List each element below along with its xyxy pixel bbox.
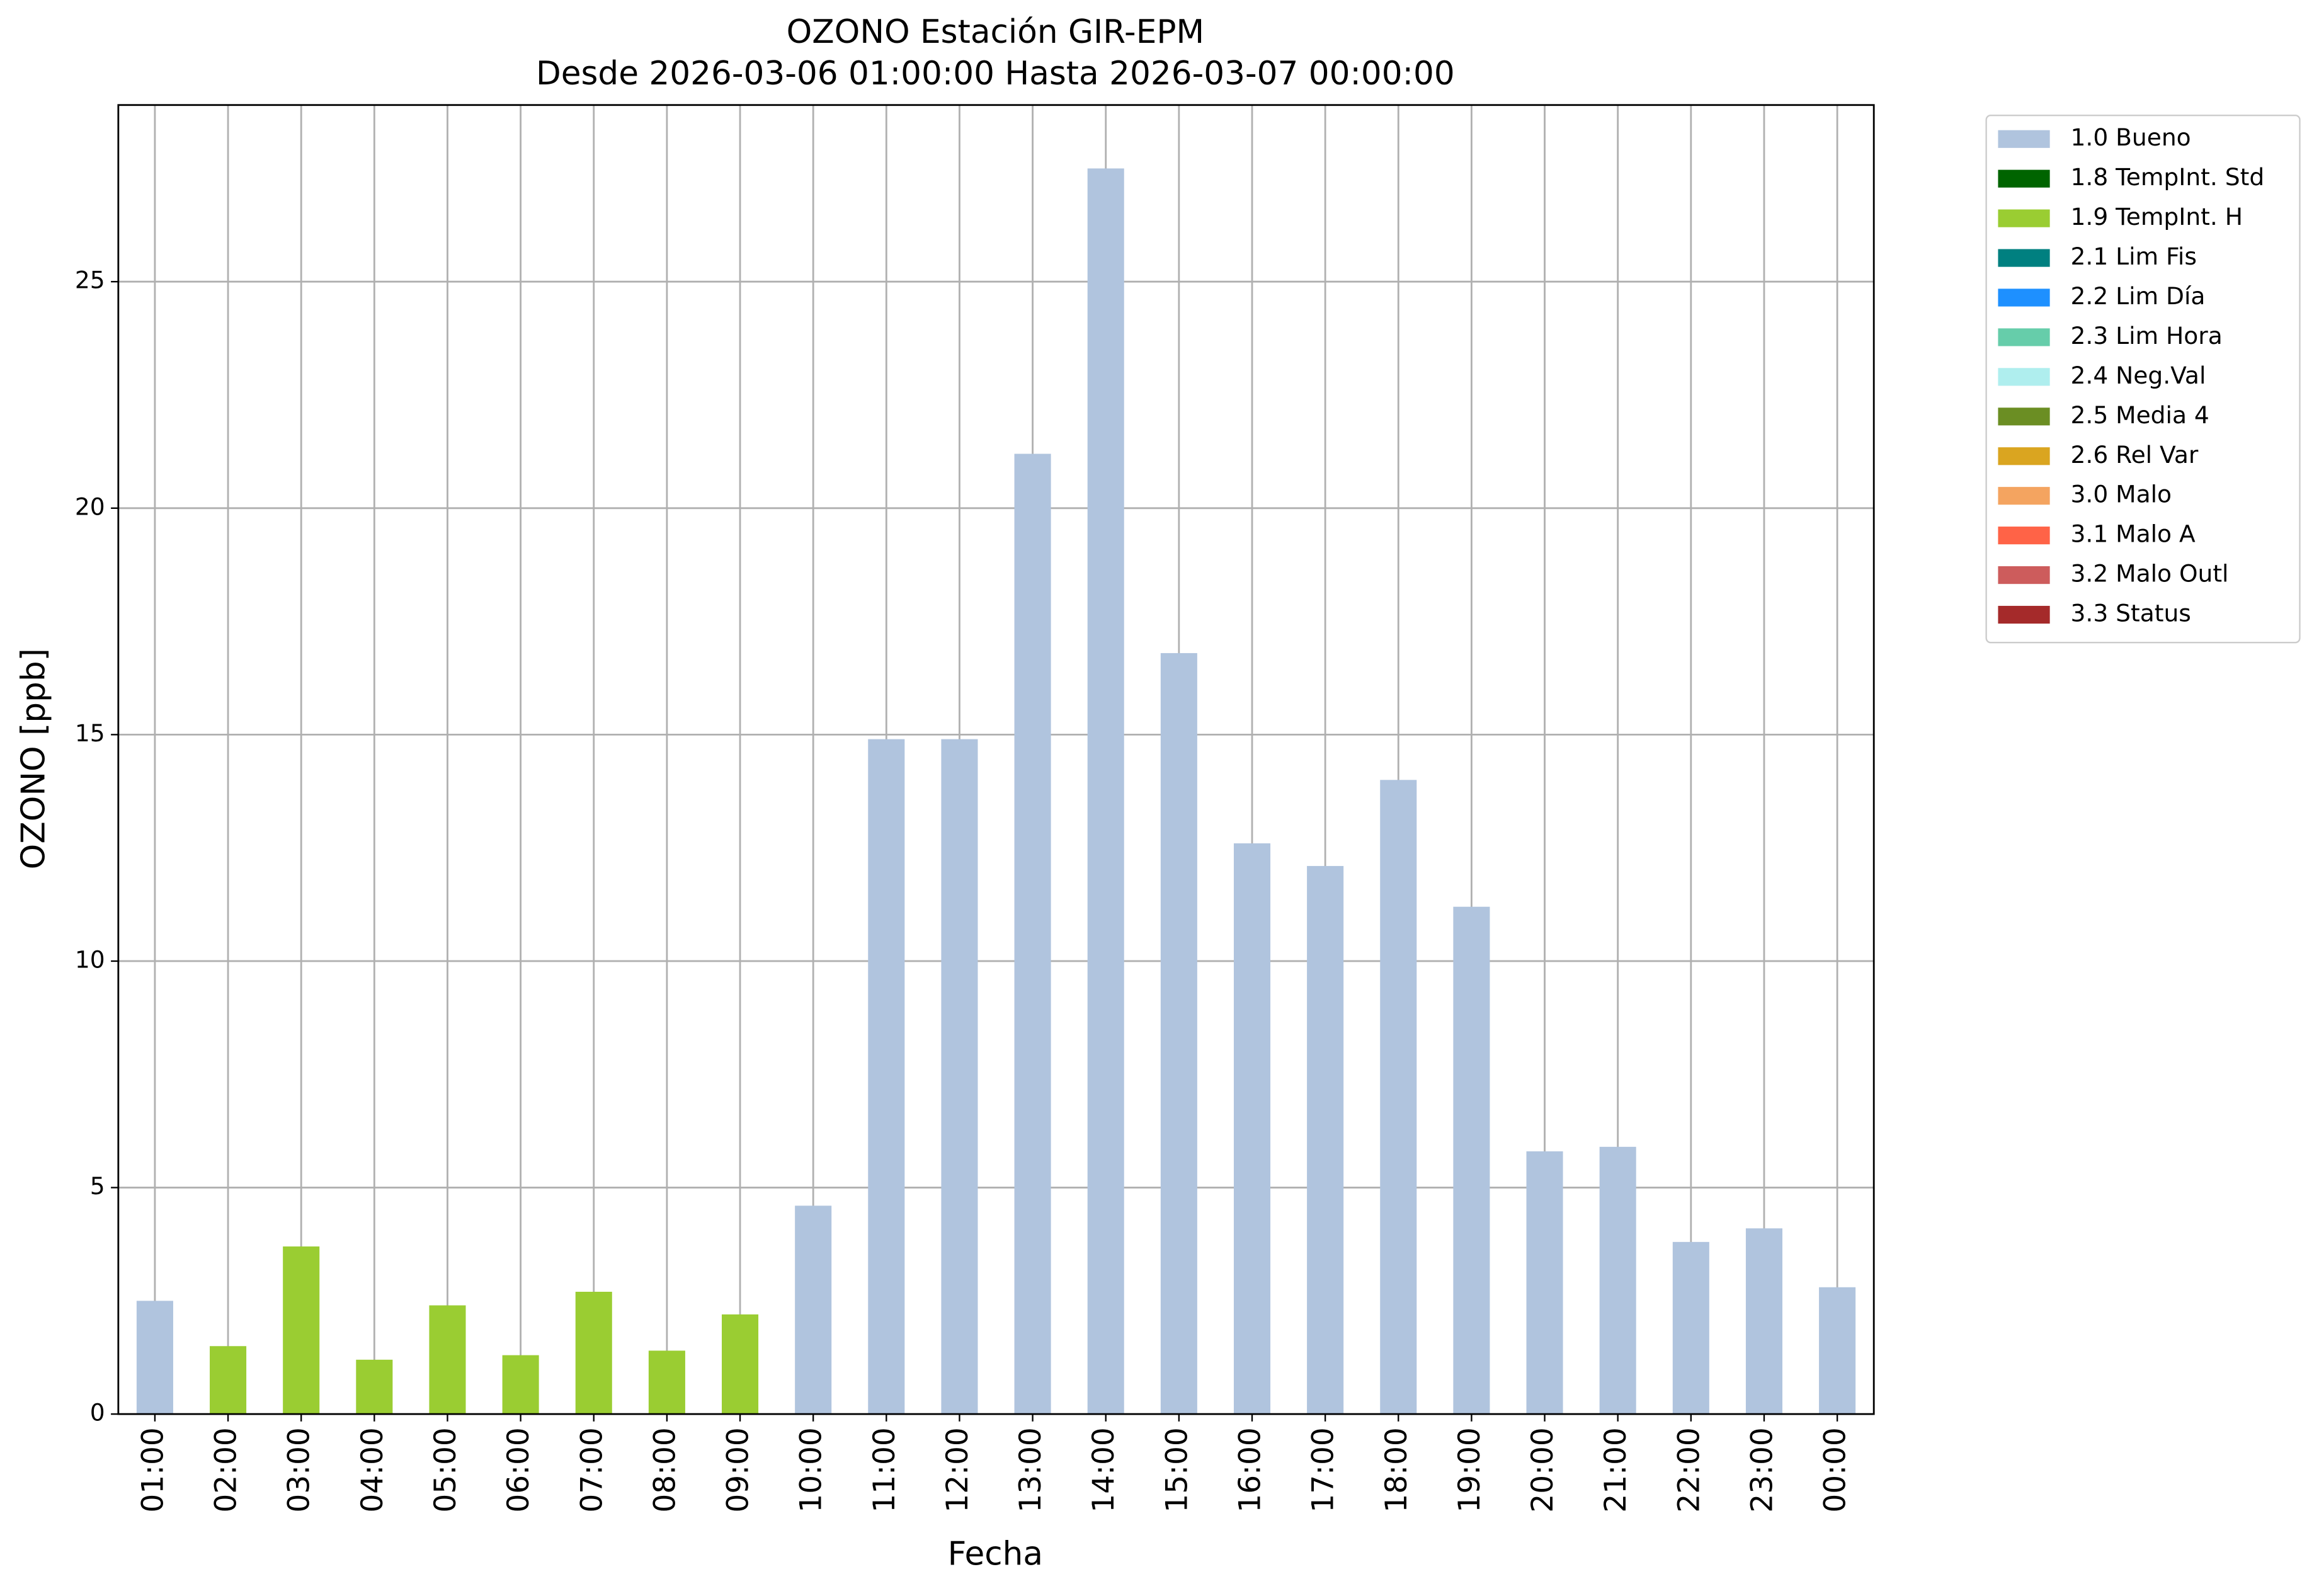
bar (210, 1346, 247, 1415)
y-tick-label: 20 (75, 493, 105, 520)
bar (1819, 1287, 1856, 1415)
legend-label: 3.1 Malo A (2071, 520, 2196, 548)
x-tick-label: 15:00 (1160, 1427, 1194, 1512)
legend-swatch (1998, 169, 2050, 188)
bar (429, 1305, 466, 1415)
x-tick-label: 01:00 (135, 1427, 170, 1512)
legend-swatch (1998, 328, 2050, 346)
bar (795, 1206, 832, 1415)
legend-label: 3.0 Malo (2071, 481, 2172, 508)
x-tick-label: 03:00 (282, 1427, 317, 1512)
x-tick-label: 12:00 (940, 1427, 975, 1512)
legend-label: 2.3 Lim Hora (2071, 322, 2223, 350)
bar (1599, 1146, 1636, 1415)
x-tick-label: 21:00 (1598, 1427, 1633, 1512)
legend-label: 2.1 Lim Fis (2071, 242, 2197, 270)
legend-label: 1.0 Bueno (2071, 123, 2191, 151)
legend-label: 2.5 Media 4 (2071, 401, 2209, 429)
x-tick-label: 08:00 (647, 1427, 682, 1512)
legend-label: 2.6 Rel Var (2071, 441, 2199, 469)
x-tick-label: 04:00 (355, 1427, 390, 1512)
x-tick-label: 17:00 (1306, 1427, 1341, 1512)
x-tick-label: 07:00 (574, 1427, 609, 1512)
legend-label: 2.4 Neg.Val (2071, 362, 2206, 389)
y-tick-label: 10 (75, 945, 105, 973)
x-tick-label: 23:00 (1745, 1427, 1779, 1512)
legend-swatch (1998, 447, 2050, 465)
legend-label: 1.8 TempInt. Std (2071, 163, 2265, 191)
bar (356, 1359, 393, 1415)
x-tick-label: 05:00 (428, 1427, 463, 1512)
bar (868, 739, 905, 1415)
legend-swatch (1998, 487, 2050, 505)
x-tick-label: 14:00 (1086, 1427, 1121, 1512)
bar (1380, 780, 1417, 1415)
bar (1233, 843, 1271, 1415)
bar (502, 1355, 539, 1415)
x-tick-label: 06:00 (501, 1427, 536, 1512)
y-tick-label: 25 (75, 266, 105, 294)
x-tick-label: 09:00 (721, 1427, 756, 1512)
x-tick-label: 16:00 (1233, 1427, 1268, 1512)
bar (1453, 906, 1490, 1415)
x-tick-label: 18:00 (1379, 1427, 1414, 1512)
legend-swatch (1998, 288, 2050, 307)
x-tick-label: 00:00 (1818, 1427, 1853, 1512)
y-axis-label: OZONO [ppb] (14, 648, 52, 869)
bar (722, 1314, 759, 1415)
bar (1307, 865, 1344, 1415)
y-tick-label: 5 (90, 1172, 105, 1200)
bar (941, 739, 978, 1415)
x-tick-label: 02:00 (209, 1427, 244, 1512)
legend-swatch (1998, 408, 2050, 426)
legend-swatch (1998, 605, 2050, 624)
legend-label: 1.9 TempInt. H (2071, 203, 2243, 231)
x-tick-label: 13:00 (1013, 1427, 1048, 1512)
bar (575, 1291, 612, 1415)
bar (1014, 453, 1051, 1415)
x-tick-label: 10:00 (794, 1427, 829, 1512)
x-tick-label: 11:00 (867, 1427, 902, 1512)
x-tick-label: 19:00 (1452, 1427, 1487, 1512)
legend-swatch (1998, 527, 2050, 545)
bar (1745, 1228, 1783, 1415)
legend-box (1985, 115, 2301, 644)
legend-swatch (1998, 209, 2050, 227)
bar (283, 1246, 320, 1415)
legend-swatch (1998, 249, 2050, 267)
bar (1160, 653, 1197, 1415)
legend-label: 3.2 Malo Outl (2071, 560, 2229, 588)
chart-title: OZONO Estación GIR-EPM (787, 13, 1204, 51)
x-tick-label: 22:00 (1672, 1427, 1706, 1512)
bar (648, 1350, 685, 1415)
x-axis-label: Fecha (948, 1536, 1043, 1573)
y-tick-label: 0 (90, 1399, 105, 1427)
legend-label: 3.3 Status (2071, 600, 2191, 627)
bar (136, 1301, 173, 1415)
legend-swatch (1998, 368, 2050, 386)
chart-subtitle: Desde 2026-03-06 01:00:00 Hasta 2026-03-… (536, 55, 1455, 93)
bar (1526, 1151, 1563, 1415)
legend-label: 2.2 Lim Día (2071, 282, 2206, 310)
bar (1087, 168, 1124, 1415)
legend-swatch (1998, 566, 2050, 584)
legend-swatch (1998, 130, 2050, 148)
y-tick-label: 15 (75, 719, 105, 747)
plot-frame (117, 104, 1875, 1415)
bar (1672, 1241, 1709, 1415)
x-tick-label: 20:00 (1525, 1427, 1560, 1512)
